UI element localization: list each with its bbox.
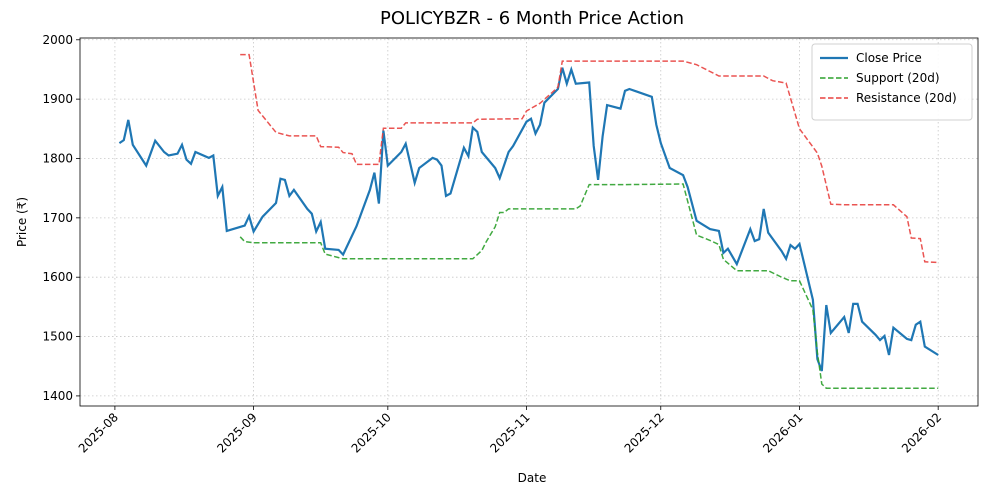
y-tick-label: 1500 bbox=[42, 330, 73, 344]
y-tick-label: 1800 bbox=[42, 151, 73, 165]
line-series bbox=[240, 53, 939, 264]
x-tick-label: 2025-10 bbox=[349, 410, 394, 455]
legend-label: Close Price bbox=[856, 51, 922, 65]
x-tick-label: 2026-01 bbox=[760, 410, 805, 455]
y-axis-label: Price (₹) bbox=[15, 197, 29, 247]
x-tick-label: 2025-12 bbox=[622, 410, 667, 455]
legend-label: Support (20d) bbox=[856, 71, 940, 85]
line-series bbox=[239, 183, 939, 389]
y-tick-label: 1700 bbox=[42, 211, 73, 225]
y-tick-label: 1900 bbox=[42, 92, 73, 106]
chart-title: POLICYBZR - 6 Month Price Action bbox=[380, 8, 684, 29]
x-tick-label: 2025-11 bbox=[487, 410, 532, 455]
x-tick-label: 2026-02 bbox=[899, 410, 944, 455]
legend-box bbox=[811, 43, 973, 121]
x-axis-label: Date bbox=[518, 471, 547, 485]
y-tick-label: 1400 bbox=[42, 389, 73, 403]
y-tick-label: 2000 bbox=[42, 33, 73, 47]
x-tick-label: 2025-09 bbox=[214, 410, 259, 455]
legend-label: Resistance (20d) bbox=[856, 91, 957, 105]
legend: Close Price Support (20d) Resistance (20d) bbox=[811, 43, 973, 121]
plot-frame bbox=[79, 37, 979, 407]
x-tick-label: 2025-08 bbox=[76, 410, 121, 455]
y-tick-label: 1600 bbox=[42, 270, 73, 284]
